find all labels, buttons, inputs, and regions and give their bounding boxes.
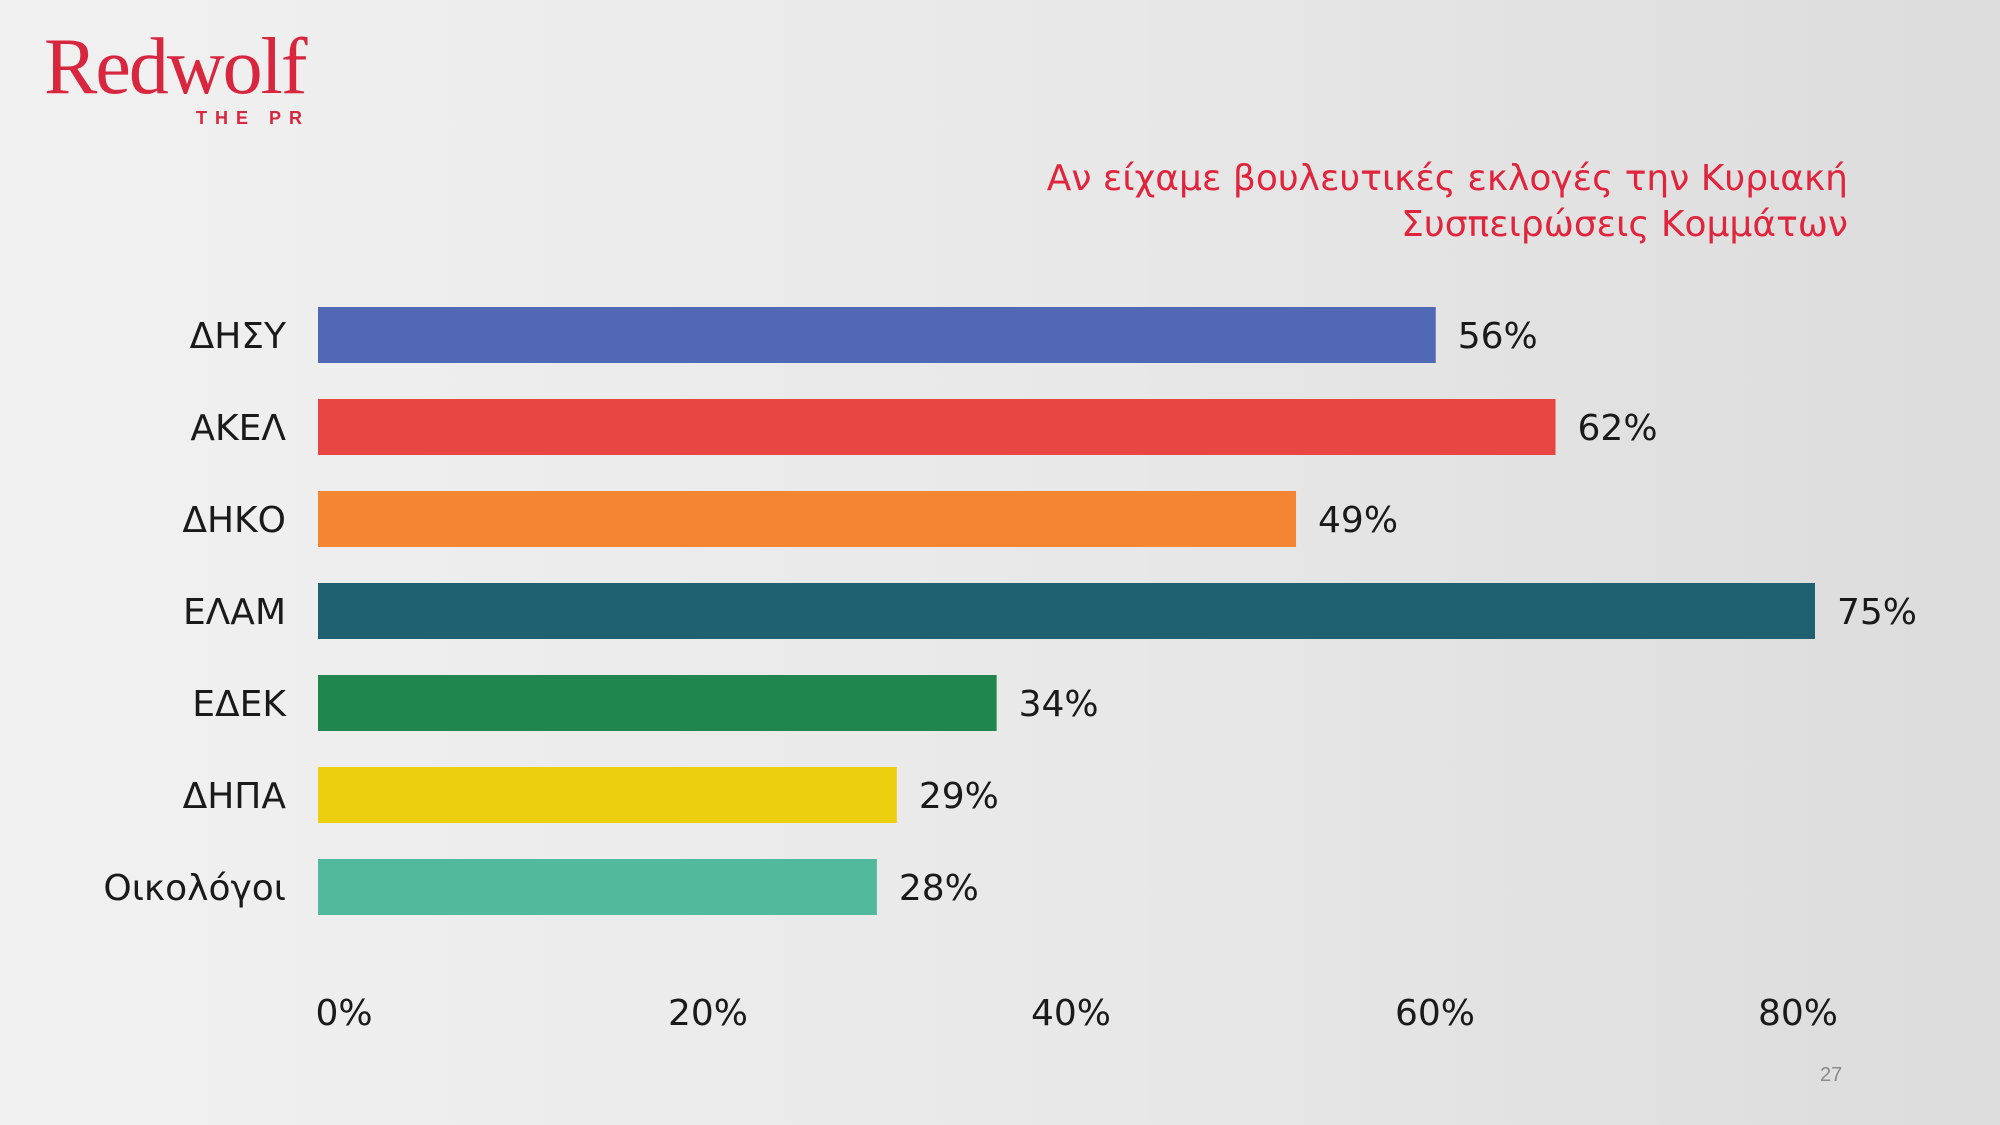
x-tick-label-3: 40% (1031, 993, 1111, 1034)
chart-subtitle: Συσπειρώσεις Κομμάτων (1401, 204, 1848, 245)
x-tick-label-5: 80% (1758, 993, 1838, 1034)
data-label-6: 29% (919, 776, 999, 817)
category-label-7: Οικολόγοι (103, 868, 286, 909)
data-label-1: 56% (1458, 316, 1538, 357)
bar-7 (318, 859, 877, 915)
data-label-2: 62% (1578, 408, 1658, 449)
category-label-6: ΔΗΠΑ (183, 776, 287, 817)
x-tick-label-2: 20% (668, 993, 748, 1034)
logo-wordmark: Redwolf (44, 23, 308, 111)
data-label-5: 34% (1019, 684, 1099, 725)
data-label-7: 28% (899, 868, 979, 909)
category-label-3: ΔΗΚΟ (182, 500, 286, 541)
redwolf-logo: Redwolf THE PR (44, 22, 344, 132)
bar-5 (318, 675, 997, 731)
bar-6 (318, 767, 897, 823)
x-tick-label-1: 0% (315, 993, 372, 1034)
category-label-4: ΕΛΑΜ (183, 592, 286, 633)
data-label-4: 75% (1837, 592, 1917, 633)
logo-tagline: THE PR (196, 108, 311, 128)
bar-4 (318, 583, 1815, 639)
bar-3 (318, 491, 1297, 547)
category-label-5: ΕΔΕΚ (192, 684, 287, 725)
category-label-2: ΑΚΕΛ (190, 408, 286, 449)
page-number: 27 (1820, 1064, 1843, 1086)
chart-title-block: Αν είχαμε βουλευτικές εκλογές την Κυριακ… (1047, 156, 1848, 248)
x-tick-label-4: 60% (1395, 993, 1475, 1034)
bar-1 (318, 307, 1436, 363)
category-label-1: ΔΗΣΥ (190, 316, 287, 357)
bar-2 (318, 399, 1556, 455)
data-label-3: 49% (1318, 500, 1398, 541)
chart-title: Αν είχαμε βουλευτικές εκλογές την Κυριακ… (1046, 158, 1848, 199)
